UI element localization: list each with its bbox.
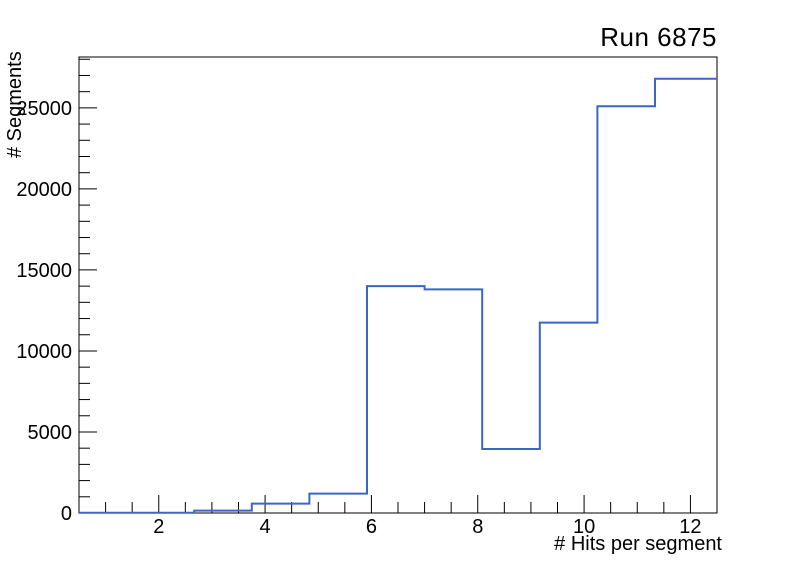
plot-title: Run 6875 <box>600 22 717 52</box>
y-tick-label: 5000 <box>28 422 73 444</box>
x-tick-label: 4 <box>260 516 271 538</box>
y-axis-title: # Segments <box>4 51 26 158</box>
y-tick-label: 0 <box>61 503 72 525</box>
x-tick-label: 2 <box>153 516 164 538</box>
plot-frame <box>78 56 718 514</box>
y-tick-label: 20000 <box>16 179 72 201</box>
y-tick-label: 10000 <box>16 341 72 363</box>
x-tick-label: 6 <box>366 516 377 538</box>
histogram-line <box>79 77 717 514</box>
x-axis-title: # Hits per segment <box>554 533 722 555</box>
x-tick-label: 10 <box>573 516 595 538</box>
x-tick-label: 12 <box>679 516 701 538</box>
x-tick-label: 8 <box>472 516 483 538</box>
y-tick-label: 15000 <box>16 260 72 282</box>
y-tick-label: 25000 <box>16 98 72 120</box>
